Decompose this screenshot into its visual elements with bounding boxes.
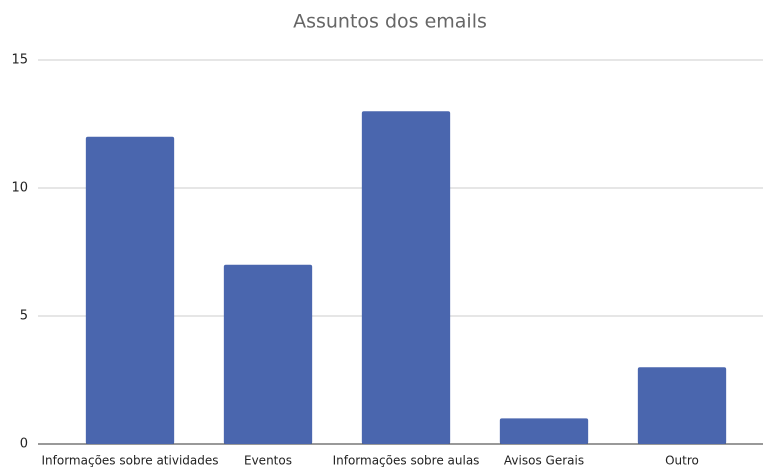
y-tick-label: 15 (11, 53, 28, 68)
y-tick-label: 5 (20, 309, 28, 324)
bar (223, 264, 313, 444)
x-tick-label: Avisos Gerais (504, 454, 584, 468)
x-tick-label: Outro (665, 454, 699, 468)
bar (637, 367, 727, 444)
bar (499, 418, 589, 444)
chart-title: Assuntos dos emails (293, 11, 487, 33)
y-tick-label: 10 (11, 181, 28, 196)
x-tick-label: Eventos (244, 454, 292, 468)
x-tick-label: Informações sobre aulas (333, 454, 480, 468)
x-tick-label: Informações sobre atividades (42, 454, 219, 468)
y-tick-label: 0 (20, 437, 28, 452)
bar (85, 136, 175, 445)
bar (361, 111, 451, 444)
